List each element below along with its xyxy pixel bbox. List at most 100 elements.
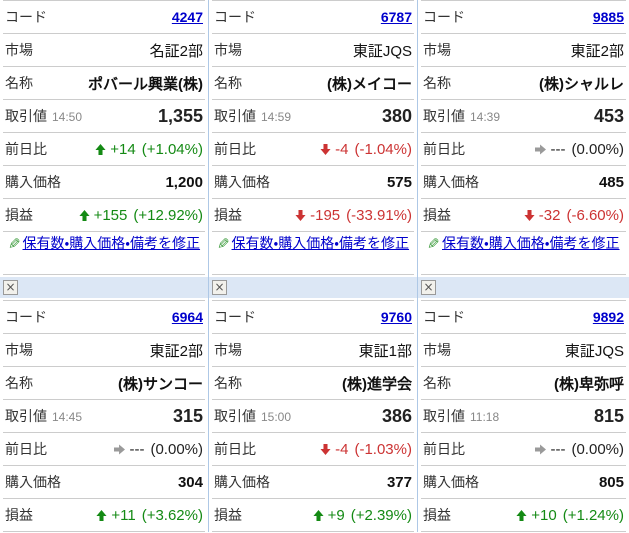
name-row: 名称 (株)シャルレ [421,67,626,100]
price-label: 取引値 [423,408,465,424]
name-row: 名称 (株)卑弥呼 [421,367,626,400]
card-toolbar-band: × [209,277,417,298]
market-row: 市場 名証2部 [3,34,205,67]
market-label: 市場 [214,342,242,358]
edit-row: ✎ 保有数・購入価格・備考を修正 [212,232,414,275]
close-icon: × [214,280,225,294]
profit-loss-row: 損益 -32 (-6.60%) [421,199,626,232]
price-label: 取引値 [5,408,47,424]
purchase-label: 購入価格 [214,474,270,490]
name-row: 名称 (株)メイコー [212,67,414,100]
market-label: 市場 [423,342,451,358]
purchase-label: 購入価格 [5,474,61,490]
close-card-button[interactable]: × [421,280,436,295]
code-row: コード 9760 [212,301,414,334]
change-label: 前日比 [423,441,465,457]
name-row: 名称 (株)サンコー [3,367,205,400]
edit-holdings-link[interactable]: 保有数・購入価格・備考を修正 [231,235,410,251]
pencil-icon: ✎ [216,236,230,253]
edit-row: ✎ 保有数・購入価格・備考を修正 [421,232,626,275]
profit-loss-row: 損益 -195 (-33.91%) [212,199,414,232]
stock-code-link[interactable]: 4247 [171,9,203,25]
market-value: 名証2部 [149,42,203,60]
change-label: 前日比 [5,141,47,157]
close-card-button[interactable]: × [212,280,227,295]
market-label: 市場 [5,42,33,58]
close-card-button[interactable]: × [3,280,18,295]
edit-row: ✎ 保有数・購入価格・備考を修正 [3,232,205,275]
stock-name: (株)シャルレ [539,75,624,93]
stock-name: (株)進学会 [342,375,412,393]
price-time: 14:59 [261,110,292,124]
change-label: 前日比 [214,141,256,157]
code-row: コード 4247 [3,1,205,34]
stock-code-link[interactable]: 6787 [380,9,412,25]
purchase-price-value: 304 [177,473,203,491]
edit-holdings-link[interactable]: 保有数・購入価格・備考を修正 [442,235,620,251]
card-toolbar-band: × [0,277,208,298]
market-label: 市場 [5,342,33,358]
code-label: コード [423,309,465,325]
code-label: コード [214,9,256,25]
change-row: 前日比 --- (0.00%) [3,433,205,466]
code-label: コード [214,309,256,325]
profit-loss-row: 損益 +10 (+1.24%) [421,499,626,532]
up-arrow-icon [516,509,527,521]
price-label: 取引値 [214,108,256,124]
profit-loss-label: 損益 [214,207,242,223]
purchase-price-value: 575 [386,173,412,191]
market-row: 市場 東証1部 [212,334,414,367]
change-value: --- (0.00%) [535,441,624,458]
stock-code-link[interactable]: 9760 [380,309,412,325]
name-row: 名称 ポバール興業(株) [3,67,205,100]
stock-card: コード 6787 市場 東証JQS 名称 (株)メイコー 取引値 14:59 38… [212,0,414,275]
change-row: 前日比 +14 (+1.04%) [3,133,205,166]
market-label: 市場 [214,42,242,58]
purchase-row: 購入価格 575 [212,166,414,199]
edit-holdings-link[interactable]: 保有数・購入価格・備考を修正 [22,235,201,251]
down-arrow-icon [295,209,306,221]
pencil-icon: ✎ [427,236,441,253]
stock-name: (株)卑弥呼 [554,375,624,393]
change-row: 前日比 -4 (-1.03%) [212,433,414,466]
card-toolbar-band: × [418,277,629,298]
price-label: 取引値 [214,408,256,424]
price-label: 取引値 [423,108,465,124]
price-value: 453 [593,105,624,126]
change-value: --- (0.00%) [535,141,624,158]
profit-loss-value: +155 (+12.92%) [79,207,203,224]
change-value: +14 (+1.04%) [95,141,203,158]
profit-loss-label: 損益 [423,207,451,223]
purchase-row: 購入価格 485 [421,166,626,199]
card-cell: × コード 9760 市場 東証1部 名称 (株)進学会 取引値 15:00 38… [209,275,418,532]
market-value: 東証JQS [564,342,624,360]
purchase-price-value: 805 [598,473,624,491]
stock-name: (株)サンコー [118,375,203,393]
market-row: 市場 東証2部 [421,34,626,67]
profit-loss-value: -32 (-6.60%) [524,207,624,224]
change-label: 前日比 [214,441,256,457]
change-row: 前日比 -4 (-1.04%) [212,133,414,166]
stock-code-link[interactable]: 9885 [592,9,624,25]
change-label: 前日比 [423,141,465,157]
change-value: -4 (-1.03%) [320,441,412,458]
pencil-icon: ✎ [7,236,21,253]
up-arrow-icon [313,509,324,521]
close-icon: × [5,280,16,294]
price-time: 11:18 [470,410,500,424]
profit-loss-row: 損益 +11 (+3.62%) [3,499,205,532]
code-row: コード 6787 [212,1,414,34]
price-time: 14:39 [470,110,501,124]
card-cell: コード 6787 市場 東証JQS 名称 (株)メイコー 取引値 14:59 38… [209,0,418,275]
profit-loss-label: 損益 [214,507,242,523]
purchase-price-value: 485 [598,173,624,191]
profit-loss-row: 損益 +155 (+12.92%) [3,199,205,232]
name-label: 名称 [214,375,242,391]
stock-code-link[interactable]: 9892 [592,309,624,325]
change-row: 前日比 --- (0.00%) [421,433,626,466]
change-row: 前日比 --- (0.00%) [421,133,626,166]
stock-code-link[interactable]: 6964 [171,309,203,325]
profit-loss-value: -195 (-33.91%) [295,207,412,224]
price-row: 取引値 14:45 315 [3,400,205,433]
